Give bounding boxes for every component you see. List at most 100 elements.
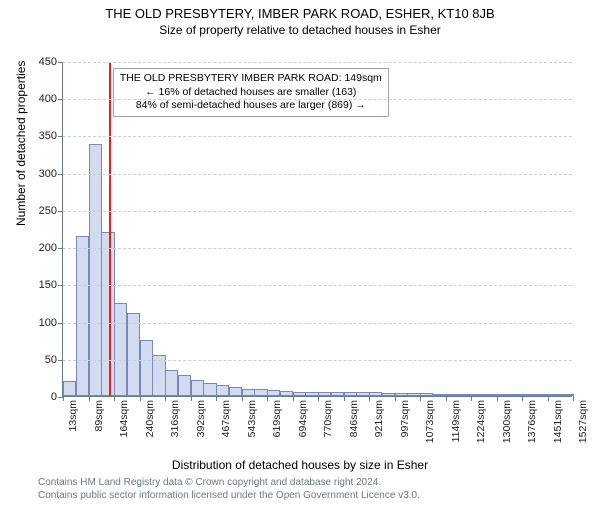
xtick-label: 1451sqm [552, 400, 564, 443]
xtick-label: 1149sqm [450, 400, 462, 442]
annotation-line3: 84% of semi-detached houses are larger (… [120, 99, 382, 113]
ytick-label: 350 [39, 130, 63, 142]
bar [471, 394, 484, 396]
xtick-mark [267, 396, 268, 401]
x-axis-label: Distribution of detached houses by size … [0, 458, 600, 472]
ytick-label: 100 [39, 317, 63, 329]
xtick-label: 694sqm [297, 400, 309, 437]
bar [63, 381, 76, 396]
bar [535, 394, 548, 396]
gridline [63, 136, 572, 137]
bar [242, 389, 255, 396]
bar [433, 394, 446, 396]
xtick-mark [471, 396, 472, 401]
bar [522, 394, 535, 396]
bar [140, 340, 153, 396]
xtick-mark [344, 396, 345, 401]
xtick-mark [446, 396, 447, 401]
bar [382, 393, 395, 396]
xtick-mark [165, 396, 166, 401]
gridline [63, 360, 572, 361]
xtick-mark [395, 396, 396, 401]
bar [254, 389, 267, 396]
bar [191, 380, 204, 396]
bar [165, 370, 178, 396]
xtick-label: 240sqm [144, 400, 156, 437]
xtick-mark [573, 396, 574, 401]
xtick-label: 1376sqm [526, 400, 538, 443]
bar [548, 394, 561, 396]
bar [458, 394, 471, 396]
bar [229, 387, 242, 396]
bar [178, 375, 191, 396]
ytick-label: 300 [39, 168, 63, 180]
bar [152, 355, 165, 396]
chart-title: THE OLD PRESBYTERY, IMBER PARK ROAD, ESH… [0, 6, 600, 21]
xtick-mark [293, 396, 294, 401]
gridline [63, 99, 572, 100]
ytick-label: 250 [39, 205, 63, 217]
bar [560, 394, 573, 396]
ytick-label: 200 [39, 242, 63, 254]
xtick-label: 316sqm [169, 400, 181, 437]
xtick-label: 164sqm [118, 400, 130, 437]
xtick-label: 1300sqm [501, 400, 513, 443]
bar [331, 392, 344, 396]
ytick-label: 50 [45, 354, 63, 366]
xtick-label: 1073sqm [424, 400, 436, 443]
xtick-label: 619sqm [271, 400, 283, 437]
xtick-label: 1527sqm [577, 400, 589, 443]
annotation-box: THE OLD PRESBYTERY IMBER PARK ROAD: 149s… [113, 68, 389, 117]
y-axis-label: Number of detached properties [14, 61, 28, 226]
bar [76, 236, 89, 396]
xtick-mark [497, 396, 498, 401]
gridline [63, 211, 572, 212]
xtick-label: 543sqm [246, 400, 258, 437]
xtick-mark [548, 396, 549, 401]
chart-subtitle: Size of property relative to detached ho… [0, 23, 600, 37]
bar [509, 394, 522, 396]
xtick-label: 1224sqm [475, 400, 487, 443]
xtick-label: 997sqm [399, 400, 411, 437]
bar [216, 385, 229, 396]
gridline [63, 248, 572, 249]
ytick-label: 400 [39, 93, 63, 105]
plot-region: THE OLD PRESBYTERY IMBER PARK ROAD: 149s… [62, 62, 572, 397]
bar [407, 393, 420, 396]
xtick-mark [140, 396, 141, 401]
xtick-label: 770sqm [322, 400, 334, 437]
bar [446, 394, 459, 396]
gridline [63, 174, 572, 175]
bar [305, 392, 318, 396]
ytick-label: 150 [39, 279, 63, 291]
bar [395, 393, 408, 396]
gridline [63, 323, 572, 324]
ytick-label: 0 [51, 391, 63, 403]
footer: Contains HM Land Registry data © Crown c… [38, 477, 588, 502]
xtick-label: 467sqm [220, 400, 232, 437]
bar [203, 383, 216, 396]
gridline [63, 62, 572, 63]
bar [497, 394, 510, 396]
xtick-mark [114, 396, 115, 401]
bar [267, 390, 280, 396]
footer-line2: Contains public sector information licen… [38, 490, 588, 503]
xtick-mark [522, 396, 523, 401]
xtick-mark [369, 396, 370, 401]
marker-line [109, 62, 111, 396]
xtick-mark [191, 396, 192, 401]
ytick-label: 450 [39, 56, 63, 68]
annotation-line2: ← 16% of detached houses are smaller (16… [120, 86, 382, 100]
chart-area: THE OLD PRESBYTERY IMBER PARK ROAD: 149s… [62, 62, 572, 397]
xtick-label: 846sqm [348, 400, 360, 437]
gridline [63, 285, 572, 286]
xtick-mark [63, 396, 64, 401]
bar [89, 144, 102, 396]
xtick-label: 89sqm [93, 400, 105, 432]
bar [293, 392, 306, 396]
xtick-label: 392sqm [195, 400, 207, 437]
bar [484, 394, 497, 396]
annotation-line1: THE OLD PRESBYTERY IMBER PARK ROAD: 149s… [120, 72, 382, 86]
bar [344, 392, 357, 396]
bar [356, 392, 369, 396]
